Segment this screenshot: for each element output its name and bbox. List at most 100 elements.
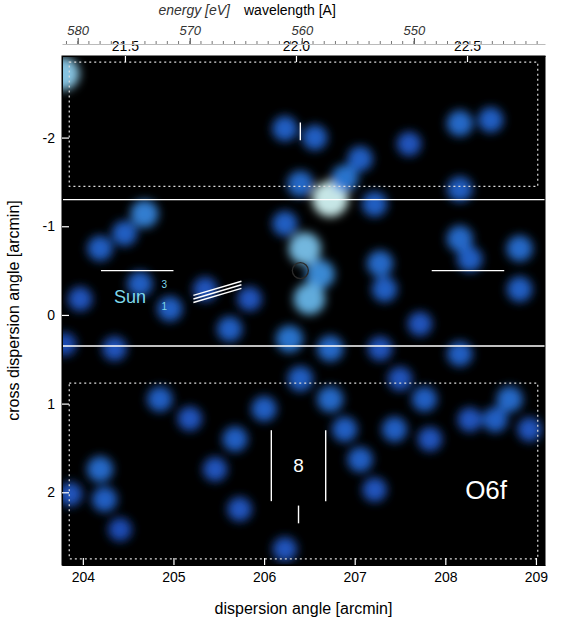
blob <box>317 336 343 362</box>
blob <box>276 325 303 352</box>
blob <box>348 146 373 171</box>
annotation: 8 <box>293 455 304 476</box>
plot-background <box>62 56 545 565</box>
minor-tick <box>156 41 157 44</box>
blob <box>362 191 387 216</box>
tick-mark <box>62 137 69 138</box>
blob <box>237 287 261 311</box>
tick-mark <box>62 492 69 493</box>
minor-tick <box>357 41 358 44</box>
blob <box>68 287 92 311</box>
annotation: O6f <box>465 475 508 505</box>
blob <box>348 447 373 472</box>
blob <box>87 456 113 482</box>
tick: 208 <box>434 558 458 585</box>
tick-mark <box>264 558 265 565</box>
axis-title: cross dispersion angle [arcmin] <box>5 200 22 421</box>
blob <box>87 236 112 261</box>
axis-line <box>63 44 546 45</box>
plot-frame <box>62 56 545 565</box>
blob <box>217 317 242 342</box>
blob <box>302 125 327 150</box>
annotation: Sun <box>114 287 146 307</box>
tick: 1 <box>47 396 69 412</box>
tick-mark <box>78 38 79 44</box>
tick-mark <box>414 38 415 44</box>
blob <box>227 497 251 521</box>
blob <box>203 457 227 481</box>
marker-line <box>193 285 241 299</box>
tick: 22.0 <box>283 38 310 62</box>
blob <box>317 386 343 412</box>
blob <box>178 407 202 431</box>
blob <box>382 417 407 442</box>
minor-tick <box>346 41 347 44</box>
tick-label: 22.0 <box>283 38 310 54</box>
marker-line <box>325 430 326 501</box>
minor-tick <box>223 41 224 44</box>
blob <box>447 176 472 201</box>
tick-label: 21.5 <box>112 38 139 54</box>
minor-tick <box>133 41 134 44</box>
tick: -1 <box>43 218 69 234</box>
blob <box>287 171 313 197</box>
tick-label: 22.5 <box>454 38 481 54</box>
blob <box>362 477 386 501</box>
minor-tick <box>111 41 112 44</box>
tick-mark <box>62 404 69 405</box>
marker-line <box>300 123 301 141</box>
blob <box>368 336 392 360</box>
minor-tick <box>335 41 336 44</box>
tick: 570 <box>179 23 201 44</box>
tick: 207 <box>344 558 368 585</box>
tick-label: 206 <box>253 569 277 585</box>
energy-minor-ticks <box>66 41 537 44</box>
minor-tick <box>469 41 470 44</box>
blob <box>112 221 137 246</box>
tick-label: 208 <box>434 569 458 585</box>
minor-tick <box>279 41 280 44</box>
blob <box>288 366 313 391</box>
minor-tick <box>324 41 325 44</box>
blob <box>418 427 442 451</box>
blobs <box>62 57 542 561</box>
marker-line <box>193 288 241 302</box>
annotations: Sun318O6f <box>114 279 508 504</box>
tick: 580 <box>67 23 89 44</box>
axis-line <box>63 56 546 57</box>
tick-label: -2 <box>43 130 56 146</box>
tick: 206 <box>253 558 277 585</box>
minor-tick <box>100 41 101 44</box>
blob <box>372 277 397 302</box>
minor-tick <box>369 41 370 44</box>
background-box <box>69 383 538 559</box>
blob <box>108 518 131 541</box>
blob <box>251 396 276 421</box>
minor-tick <box>481 41 482 44</box>
blob <box>457 246 482 271</box>
minor-tick <box>425 41 426 44</box>
marker-line <box>101 270 173 271</box>
blob <box>294 283 326 315</box>
x-axis: 204205206207208209 <box>63 558 549 585</box>
y-axis: -2-1012 <box>43 57 69 566</box>
blob <box>447 341 472 366</box>
tick-label: 580 <box>67 23 89 38</box>
tick-mark <box>190 38 191 44</box>
blob <box>62 332 76 355</box>
tick-mark <box>62 226 69 227</box>
tick: 560 <box>291 23 313 44</box>
blob <box>92 487 117 512</box>
tick-mark <box>173 558 174 565</box>
blob <box>272 116 297 141</box>
source-position <box>292 263 308 279</box>
minor-tick <box>200 41 201 44</box>
plot: Sun318O6f204205206207208209-2-101221.522… <box>43 38 549 585</box>
tick: 0 <box>47 307 69 323</box>
minor-tick <box>525 41 526 44</box>
minor-tick <box>189 41 190 44</box>
tick-label: 0 <box>47 307 55 323</box>
blob <box>147 387 172 412</box>
axis-title: wavelength [A] <box>243 2 336 18</box>
tick-mark <box>296 56 297 62</box>
